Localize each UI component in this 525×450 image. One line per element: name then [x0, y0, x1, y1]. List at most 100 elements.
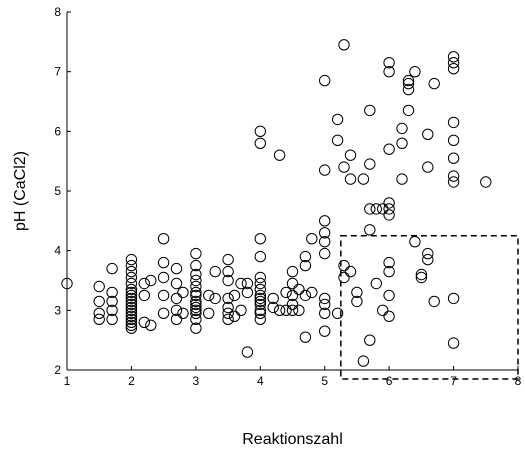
data-point [364, 334, 376, 346]
x-tick-label: 5 [321, 374, 328, 388]
data-point [190, 259, 202, 272]
data-point [222, 292, 234, 305]
data-point [125, 307, 138, 319]
data-point [190, 274, 202, 287]
data-point [396, 137, 408, 150]
data-point [280, 286, 292, 299]
x-tick-label: 4 [257, 374, 264, 388]
data-point [190, 298, 202, 311]
data-point [428, 77, 440, 90]
data-point [138, 316, 151, 328]
data-points [61, 39, 492, 367]
data-point [125, 289, 138, 302]
y-tick-label: 2 [54, 363, 61, 377]
data-point [145, 319, 157, 331]
data-point [177, 286, 189, 299]
data-point [293, 283, 305, 296]
data-point [319, 74, 331, 87]
data-point [319, 292, 331, 305]
data-point [331, 113, 344, 126]
data-point [254, 277, 266, 290]
data-point [370, 203, 382, 215]
data-point [222, 313, 234, 325]
data-point [319, 215, 331, 227]
data-point [286, 277, 299, 290]
data-point [157, 256, 170, 269]
data-point [383, 203, 395, 215]
data-point [402, 74, 415, 87]
data-point [254, 298, 266, 311]
data-point [93, 307, 105, 319]
data-point [93, 280, 105, 293]
y-tick-label: 5 [54, 184, 61, 198]
data-point [106, 313, 118, 325]
data-point [222, 301, 234, 314]
data-point [319, 247, 331, 260]
data-point [415, 268, 428, 281]
x-tick-label: 1 [64, 374, 71, 388]
data-point [170, 313, 183, 325]
y-tick-label: 7 [54, 65, 61, 79]
data-point [254, 233, 266, 245]
data-point [383, 66, 395, 78]
data-point [254, 271, 266, 284]
data-point [170, 292, 183, 305]
data-point [319, 307, 331, 319]
data-point [170, 277, 183, 290]
data-point [138, 277, 151, 290]
data-point [319, 227, 331, 239]
data-point [254, 292, 266, 305]
data-point [157, 233, 170, 245]
data-point [145, 274, 157, 287]
data-point [203, 289, 215, 302]
data-point [409, 236, 421, 248]
data-point [383, 57, 395, 69]
data-point [241, 286, 254, 299]
data-point [344, 149, 357, 161]
data-point [125, 277, 138, 290]
data-point [222, 274, 234, 287]
data-point [370, 277, 382, 290]
data-point [125, 253, 138, 266]
data-point [254, 289, 266, 302]
data-point [447, 57, 460, 69]
data-point [125, 322, 138, 334]
data-point [364, 158, 376, 170]
y-tick-label: 8 [54, 5, 61, 19]
data-point [383, 209, 395, 221]
data-point [331, 134, 344, 147]
data-point [235, 304, 247, 316]
data-point [383, 256, 395, 269]
y-tick-label: 6 [54, 124, 61, 138]
data-point [125, 295, 138, 308]
data-point [447, 176, 460, 188]
data-point [422, 247, 434, 260]
data-point [125, 265, 138, 278]
data-point [228, 289, 241, 302]
data-point [190, 307, 202, 319]
data-point [125, 301, 138, 314]
data-point [422, 128, 434, 141]
data-point [170, 304, 183, 316]
data-point [190, 280, 202, 293]
data-point [190, 313, 202, 325]
data-point [364, 104, 376, 117]
data-point [319, 298, 331, 311]
data-point [377, 304, 389, 316]
data-point [402, 104, 415, 117]
data-point [273, 149, 286, 161]
data-point [138, 289, 151, 302]
x-tick-label: 6 [386, 374, 393, 388]
data-point [447, 51, 460, 63]
y-tick-label: 4 [54, 244, 61, 258]
data-point [254, 313, 266, 325]
data-point [338, 161, 350, 173]
data-point [190, 286, 202, 299]
data-point [267, 292, 279, 305]
data-point [222, 307, 234, 319]
data-point [331, 307, 344, 319]
data-point [286, 304, 299, 316]
data-point [383, 289, 395, 302]
data-point [190, 268, 202, 281]
